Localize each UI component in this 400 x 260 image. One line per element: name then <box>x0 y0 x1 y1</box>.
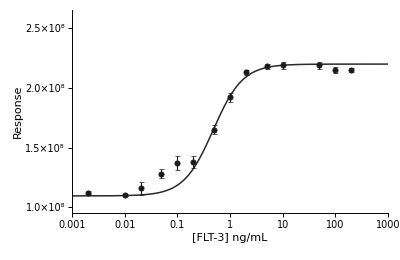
X-axis label: [FLT-3] ng/mL: [FLT-3] ng/mL <box>192 233 268 243</box>
Y-axis label: Response: Response <box>12 85 22 139</box>
